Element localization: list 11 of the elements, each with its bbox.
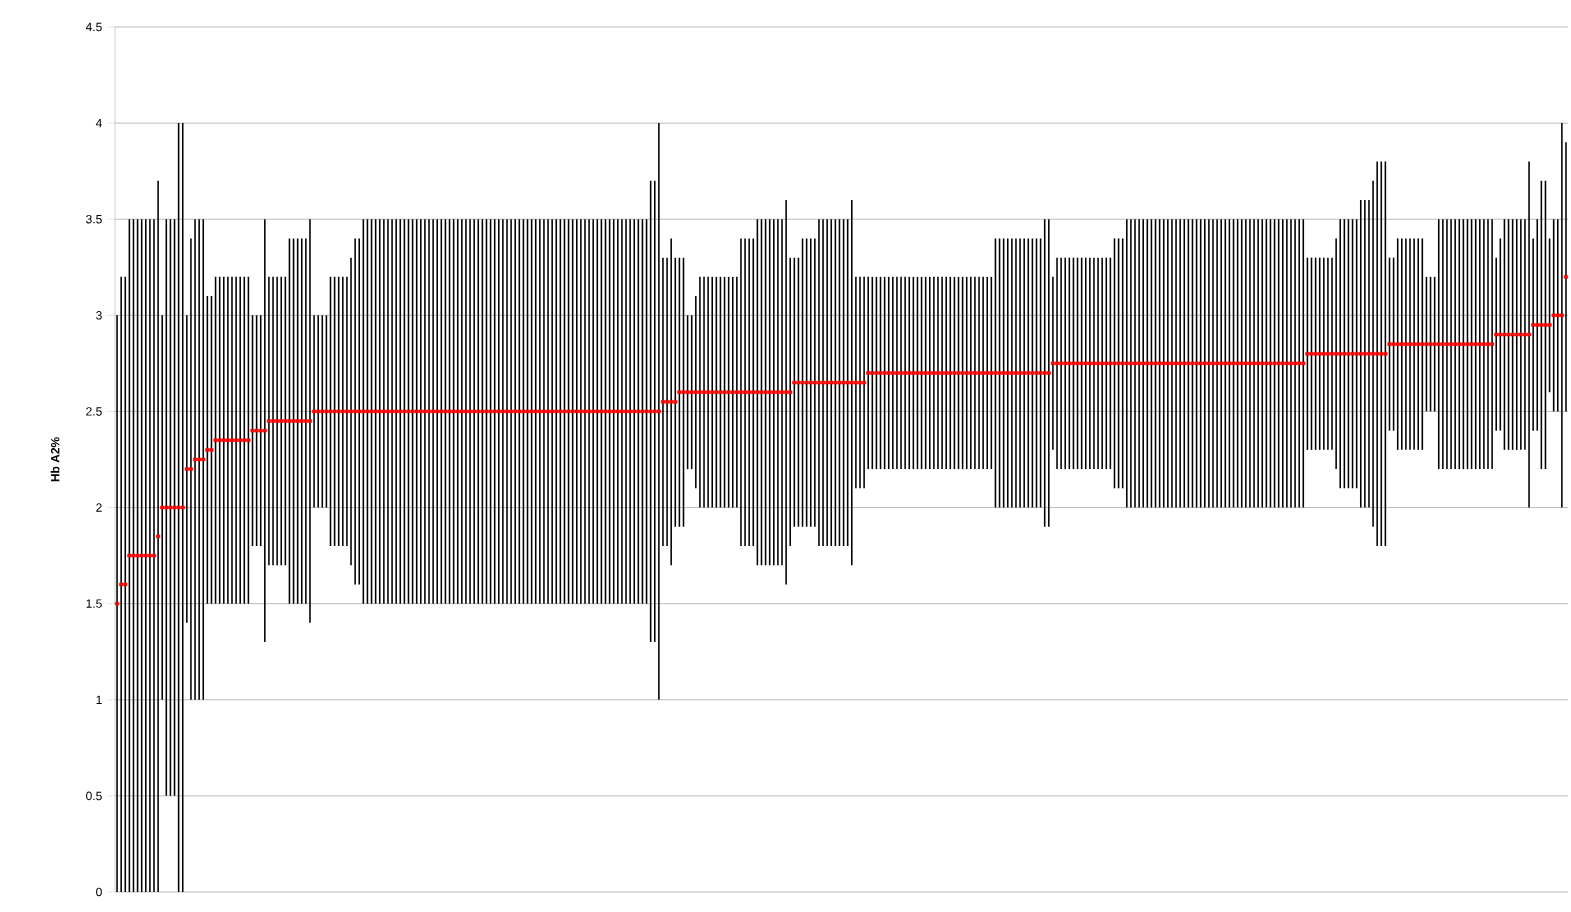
y-axis-title: Hb A2% xyxy=(50,437,60,482)
y-tick-label: 0.5 xyxy=(86,791,102,801)
y-tick-label: 4.5 xyxy=(85,22,102,32)
y-tick-label: 4 xyxy=(95,118,102,128)
y-tick-label: 1 xyxy=(96,695,102,704)
y-tick-label: 2.5 xyxy=(86,407,102,416)
y-tick-label: 1.5 xyxy=(86,599,102,608)
y-tick-label: 3.5 xyxy=(86,214,102,224)
y-tick-label: 0 xyxy=(96,887,102,897)
y-tick-label: 2 xyxy=(96,503,102,512)
y-tick-label: 3 xyxy=(96,311,102,320)
